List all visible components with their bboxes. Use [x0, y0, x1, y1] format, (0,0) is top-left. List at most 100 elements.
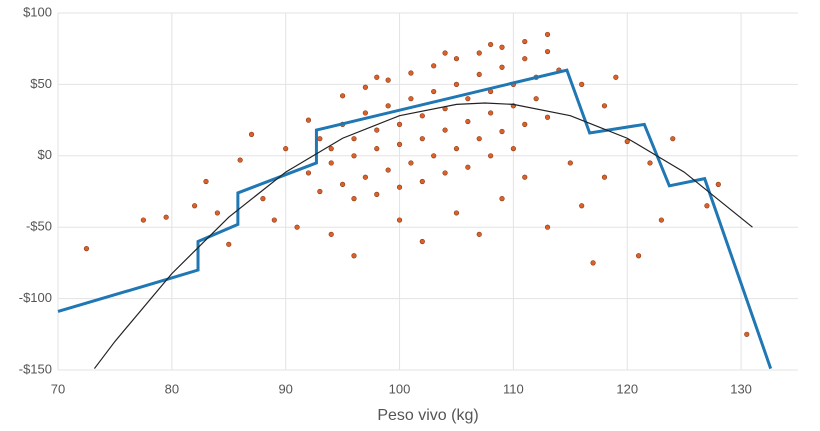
scatter-point [271, 217, 277, 223]
scatter-point [328, 231, 334, 237]
scatter-point [385, 77, 391, 83]
x-axis-label: Peso vivo (kg) [377, 407, 478, 424]
scatter-point [442, 170, 448, 176]
scatter-point [567, 160, 573, 166]
scatter-point [408, 96, 414, 102]
scatter-point [744, 331, 750, 337]
scatter-point [203, 178, 209, 185]
scatter-point [362, 110, 368, 116]
scatter-point [192, 203, 198, 209]
scatter-point [140, 217, 146, 223]
scatter-point [83, 246, 90, 252]
x-tick-label: 90 [278, 381, 292, 396]
scatter-point [351, 196, 357, 202]
scatter-point [465, 96, 471, 102]
scatter-point [260, 196, 266, 202]
scatter-point [431, 88, 437, 95]
scatter-point [704, 203, 710, 209]
scatter-point [579, 203, 585, 209]
scatter-point [499, 196, 505, 202]
scatter-point [499, 64, 505, 70]
y-tick-label: $100 [23, 4, 52, 19]
scatter-point [624, 138, 630, 145]
scatter-point [340, 93, 346, 99]
scatter-point [248, 131, 255, 137]
scatter-point [670, 136, 676, 142]
scatter-point [499, 44, 505, 50]
scatter-point [305, 170, 312, 176]
scatter-point [351, 136, 357, 142]
scatter-point [362, 84, 368, 90]
y-tick-label: -$150 [19, 361, 52, 376]
scatter-point [488, 153, 494, 159]
scatter-point [431, 153, 437, 159]
scatter-point [579, 81, 585, 87]
scatter-point [317, 136, 323, 142]
x-tick-label: 110 [503, 381, 524, 396]
scatter-point [283, 146, 289, 152]
scatter-point [522, 121, 528, 127]
y-tick-label: -$100 [19, 290, 52, 305]
scatter-point [396, 184, 403, 190]
scatter-point [658, 217, 664, 223]
scatter-point [396, 121, 403, 127]
scatter-point [442, 127, 448, 133]
scatter-point [636, 253, 642, 259]
scatter-point [408, 70, 414, 76]
scatter-point [351, 253, 357, 259]
scatter-point [431, 63, 437, 69]
scatter-point [476, 50, 482, 56]
scatter-point [328, 160, 334, 166]
scatter-point [601, 174, 608, 180]
scatter-point [510, 146, 516, 152]
y-tick-label: $50 [30, 76, 52, 91]
scatter-point [362, 174, 368, 180]
scatter-point [476, 136, 482, 142]
scatter-point [305, 117, 312, 123]
scatter-point [419, 238, 425, 245]
x-tick-label: 70 [51, 381, 65, 396]
scatter-point [544, 31, 551, 38]
scatter-point [522, 56, 528, 62]
scatter-point [340, 181, 346, 187]
scatter-point [715, 181, 721, 187]
scatter-point [453, 56, 460, 62]
scatter-point [419, 178, 425, 185]
y-tick-label: -$50 [26, 219, 52, 234]
scatter-point [533, 96, 539, 102]
scatter-point [453, 146, 460, 152]
scatter-point [465, 164, 471, 170]
scatter-point [476, 231, 482, 237]
line-series [57, 68, 773, 370]
scatter-point [374, 127, 380, 133]
scatter-point [442, 50, 448, 56]
x-tick-label: 120 [616, 381, 638, 396]
scatter-point [385, 167, 391, 173]
scatter-point [647, 160, 653, 166]
scatter-point [328, 146, 334, 152]
scatter-point [385, 103, 391, 109]
x-tick-label: 80 [165, 381, 179, 396]
scatter-point [396, 217, 403, 223]
scatter-point [590, 260, 596, 266]
scatter-point [294, 224, 300, 230]
scatter-point [522, 174, 528, 180]
scatter-point [544, 114, 551, 120]
scatter-point [419, 113, 425, 119]
scatter-point [396, 141, 403, 147]
scatter-point [419, 136, 425, 142]
scatter-point [374, 191, 380, 197]
x-tick-label: 100 [389, 381, 411, 396]
scatter-point [522, 38, 528, 45]
scatter-point [476, 71, 482, 78]
scatter-point [317, 188, 323, 195]
scatter-point [408, 160, 414, 166]
scatter-point [499, 128, 505, 135]
scatter-point [237, 157, 243, 163]
x-tick-label: 130 [730, 381, 752, 396]
scatter-point [488, 110, 494, 116]
scatter-point [601, 103, 608, 109]
scatter-point [226, 241, 232, 247]
scatter-point [544, 224, 551, 230]
